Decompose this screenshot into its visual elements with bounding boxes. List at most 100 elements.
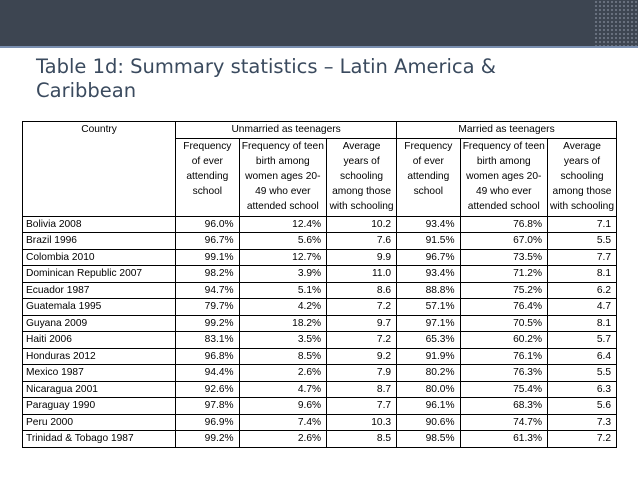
cell-married-attending: 93.4% bbox=[396, 265, 461, 283]
cell-unmarried-avg-years: 7.2 bbox=[326, 298, 398, 316]
cell-married-avg-years: 5.5 bbox=[547, 364, 617, 382]
cell-married-teen-birth: 61.3% bbox=[459, 430, 549, 448]
cell-married-teen-birth: 74.7% bbox=[459, 413, 549, 432]
cell-married-attending: 96.1% bbox=[396, 397, 461, 415]
cell-married-attending: 88.8% bbox=[396, 281, 461, 300]
cell-unmarried-attending: 96.7% bbox=[175, 232, 240, 250]
cell-unmarried-avg-years: 8.6 bbox=[326, 281, 398, 300]
cell-married-teen-birth: 60.2% bbox=[459, 331, 549, 349]
table-row: Bolivia 2008 96.0% 12.4% 10.2 93.4% 76.8% 7.1 bbox=[21, 215, 617, 234]
cell-married-avg-years: 7.3 bbox=[547, 413, 617, 432]
cell-unmarried-teen-birth: 18.2% bbox=[238, 314, 328, 333]
table-row: Colombia 2010 99.1% 12.7% 9.9 96.7% 73.5% 7.7 bbox=[21, 248, 617, 267]
cell-married-teen-birth: 73.5% bbox=[459, 248, 549, 267]
cell-unmarried-teen-birth: 7.4% bbox=[238, 413, 328, 432]
cell-married-attending: 91.9% bbox=[396, 347, 461, 366]
header-unmarried-teen-birth: Frequency of teen birth among women ages… bbox=[238, 137, 328, 217]
summary-table-container: Country Unmarried as teenagers Married a… bbox=[21, 121, 617, 448]
cell-married-avg-years: 4.7 bbox=[547, 298, 617, 316]
cell-married-attending: 93.4% bbox=[396, 215, 461, 234]
cell-unmarried-teen-birth: 5.1% bbox=[238, 281, 328, 300]
cell-unmarried-avg-years: 8.7 bbox=[326, 380, 398, 399]
table-row: Guatemala 1995 79.7% 4.2% 7.2 57.1% 76.4% 4.7 bbox=[21, 298, 617, 316]
cell-married-avg-years: 8.1 bbox=[547, 265, 617, 283]
cell-unmarried-teen-birth: 4.2% bbox=[238, 298, 328, 316]
cell-married-attending: 57.1% bbox=[396, 298, 461, 316]
cell-married-attending: 97.1% bbox=[396, 314, 461, 333]
cell-married-attending: 80.0% bbox=[396, 380, 461, 399]
cell-married-teen-birth: 76.8% bbox=[459, 215, 549, 234]
cell-country: Paraguay 1990 bbox=[21, 397, 177, 415]
cell-unmarried-avg-years: 9.2 bbox=[326, 347, 398, 366]
table-row: Dominican Republic 2007 98.2% 3.9% 11.0 93.4… bbox=[21, 265, 617, 283]
cell-country: Mexico 1987 bbox=[21, 364, 177, 382]
cell-unmarried-attending: 99.2% bbox=[175, 314, 240, 333]
header-country: Country bbox=[21, 121, 177, 217]
cell-married-teen-birth: 76.1% bbox=[459, 347, 549, 366]
cell-unmarried-attending: 83.1% bbox=[175, 331, 240, 349]
cell-unmarried-avg-years: 10.3 bbox=[326, 413, 398, 432]
header-unmarried-group: Unmarried as teenagers bbox=[175, 121, 398, 139]
cell-unmarried-teen-birth: 4.7% bbox=[238, 380, 328, 399]
cell-country: Trinidad & Tobago 1987 bbox=[21, 430, 177, 448]
cell-country: Dominican Republic 2007 bbox=[21, 265, 177, 283]
table-row: Paraguay 1990 97.8% 9.6% 7.7 96.1% 68.3% 5.6 bbox=[21, 397, 617, 415]
cell-married-avg-years: 5.7 bbox=[547, 331, 617, 349]
table-row: Peru 2000 96.9% 7.4% 10.3 90.6% 74.7% 7.3 bbox=[21, 413, 617, 432]
cell-unmarried-attending: 97.8% bbox=[175, 397, 240, 415]
cell-married-attending: 90.6% bbox=[396, 413, 461, 432]
cell-unmarried-attending: 92.6% bbox=[175, 380, 240, 399]
cell-married-teen-birth: 76.3% bbox=[459, 364, 549, 382]
cell-married-teen-birth: 68.3% bbox=[459, 397, 549, 415]
cell-country: Ecuador 1987 bbox=[21, 281, 177, 300]
cell-married-avg-years: 8.1 bbox=[547, 314, 617, 333]
cell-unmarried-teen-birth: 12.4% bbox=[238, 215, 328, 234]
table-row: Nicaragua 2001 92.6% 4.7% 8.7 80.0% 75.4% 6.3 bbox=[21, 380, 617, 399]
cell-unmarried-attending: 98.2% bbox=[175, 265, 240, 283]
cell-country: Guyana 2009 bbox=[21, 314, 177, 333]
header-married-attending: Frequency of ever attending school bbox=[396, 137, 461, 217]
cell-country: Nicaragua 2001 bbox=[21, 380, 177, 399]
header-unmarried-attending: Frequency of ever attending school bbox=[175, 137, 240, 217]
cell-country: Brazil 1996 bbox=[21, 232, 177, 250]
cell-unmarried-teen-birth: 9.6% bbox=[238, 397, 328, 415]
cell-unmarried-teen-birth: 2.6% bbox=[238, 430, 328, 448]
cell-married-attending: 96.7% bbox=[396, 248, 461, 267]
table-row: Brazil 1996 96.7% 5.6% 7.6 91.5% 67.0% 5.5 bbox=[21, 232, 617, 250]
table-row: Haiti 2006 83.1% 3.5% 7.2 65.3% 60.2% 5.7 bbox=[21, 331, 617, 349]
cell-unmarried-avg-years: 7.9 bbox=[326, 364, 398, 382]
cell-unmarried-attending: 94.4% bbox=[175, 364, 240, 382]
cell-unmarried-avg-years: 9.9 bbox=[326, 248, 398, 267]
cell-married-teen-birth: 71.2% bbox=[459, 265, 549, 283]
header-married-avg-years: Average years of schooling among those w… bbox=[547, 137, 617, 217]
cell-unmarried-attending: 79.7% bbox=[175, 298, 240, 316]
slide-title: Table 1d: Summary statistics – Latin Ame… bbox=[36, 55, 496, 102]
cell-married-avg-years: 5.6 bbox=[547, 397, 617, 415]
cell-unmarried-attending: 99.2% bbox=[175, 430, 240, 448]
header-unmarried-avg-years: Average years of schooling among those w… bbox=[326, 137, 398, 217]
cell-married-avg-years: 7.2 bbox=[547, 430, 617, 448]
header-married-teen-birth: Frequency of teen birth among women ages… bbox=[459, 137, 549, 217]
cell-married-teen-birth: 75.2% bbox=[459, 281, 549, 300]
cell-unmarried-avg-years: 10.2 bbox=[326, 215, 398, 234]
table-body: Bolivia 2008 96.0% 12.4% 10.2 93.4% 76.8% 7.1 B… bbox=[21, 215, 617, 448]
cell-married-avg-years: 6.2 bbox=[547, 281, 617, 300]
cell-unmarried-teen-birth: 3.5% bbox=[238, 331, 328, 349]
cell-married-teen-birth: 70.5% bbox=[459, 314, 549, 333]
cell-country: Peru 2000 bbox=[21, 413, 177, 432]
cell-unmarried-attending: 96.9% bbox=[175, 413, 240, 432]
cell-unmarried-teen-birth: 12.7% bbox=[238, 248, 328, 267]
cell-unmarried-teen-birth: 8.5% bbox=[238, 347, 328, 366]
cell-country: Colombia 2010 bbox=[21, 248, 177, 267]
cell-unmarried-attending: 94.7% bbox=[175, 281, 240, 300]
cell-married-teen-birth: 76.4% bbox=[459, 298, 549, 316]
summary-statistics-table: Country Unmarried as teenagers Married a… bbox=[21, 121, 617, 448]
cell-unmarried-avg-years: 11.0 bbox=[326, 265, 398, 283]
cell-married-teen-birth: 75.4% bbox=[459, 380, 549, 399]
table-row: Trinidad & Tobago 1987 99.2% 2.6% 8.5 98.5% 6… bbox=[21, 430, 617, 448]
cell-married-avg-years: 7.7 bbox=[547, 248, 617, 267]
cell-married-attending: 80.2% bbox=[396, 364, 461, 382]
cell-unmarried-avg-years: 7.2 bbox=[326, 331, 398, 349]
table-column-header-row: Frequency of ever attending school Frequ… bbox=[23, 137, 617, 217]
cell-married-attending: 98.5% bbox=[396, 430, 461, 448]
